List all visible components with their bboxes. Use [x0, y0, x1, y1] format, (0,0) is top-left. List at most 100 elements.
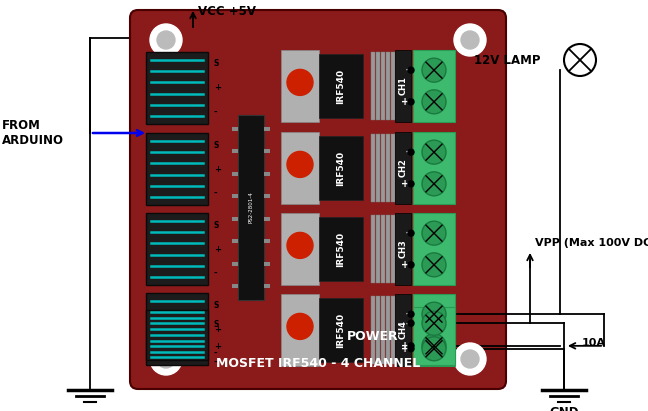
Bar — [319, 136, 363, 200]
Bar — [232, 261, 238, 266]
Circle shape — [408, 67, 414, 73]
Circle shape — [408, 311, 414, 317]
Text: +: + — [214, 245, 221, 254]
Bar — [376, 215, 380, 283]
Bar — [371, 296, 375, 364]
Bar — [281, 294, 319, 366]
Circle shape — [422, 311, 446, 335]
Text: FROM
ARDUINO: FROM ARDUINO — [2, 119, 64, 147]
Text: -: - — [214, 358, 218, 367]
Bar — [391, 296, 395, 364]
Bar — [264, 284, 270, 288]
Bar — [146, 293, 208, 365]
Text: -: - — [214, 349, 218, 358]
Text: 12V LAMP: 12V LAMP — [474, 53, 540, 67]
Bar — [391, 52, 395, 120]
Text: PS2-2801-4: PS2-2801-4 — [248, 192, 253, 223]
Bar — [319, 54, 363, 118]
Text: IRF540: IRF540 — [336, 69, 345, 104]
Bar — [371, 52, 375, 120]
Text: +: + — [401, 97, 409, 107]
Circle shape — [157, 350, 175, 368]
Bar — [413, 294, 455, 366]
Bar — [281, 213, 319, 285]
Text: +: + — [401, 341, 409, 351]
Text: CH2: CH2 — [399, 159, 408, 178]
Bar — [396, 52, 400, 120]
Circle shape — [422, 90, 446, 114]
Text: +: + — [214, 325, 221, 333]
Text: -: - — [405, 147, 409, 157]
Bar — [381, 215, 385, 283]
Circle shape — [454, 24, 486, 56]
Text: +: + — [401, 179, 409, 189]
Bar — [386, 296, 390, 364]
Bar — [386, 215, 390, 283]
Text: S: S — [214, 141, 220, 150]
Bar — [413, 307, 455, 365]
Text: S: S — [214, 319, 220, 328]
Text: IRF540: IRF540 — [336, 231, 345, 267]
Bar — [146, 310, 208, 360]
Circle shape — [422, 302, 446, 326]
Circle shape — [408, 262, 414, 268]
Circle shape — [408, 320, 414, 326]
Bar — [413, 50, 455, 122]
Text: -: - — [405, 318, 409, 328]
Bar — [264, 217, 270, 221]
Bar — [395, 50, 411, 122]
Bar — [232, 194, 238, 198]
Circle shape — [408, 343, 414, 349]
FancyBboxPatch shape — [130, 10, 506, 389]
Text: +: + — [214, 164, 221, 173]
Text: VPP (Max 100V DC): VPP (Max 100V DC) — [535, 238, 648, 248]
Circle shape — [454, 343, 486, 375]
Bar — [264, 239, 270, 243]
Circle shape — [408, 230, 414, 236]
Circle shape — [287, 232, 313, 259]
Text: S: S — [214, 220, 220, 229]
Bar — [413, 213, 455, 285]
Circle shape — [422, 221, 446, 245]
Bar — [281, 132, 319, 204]
Text: POWER: POWER — [347, 330, 399, 342]
Circle shape — [150, 24, 182, 56]
Bar — [232, 239, 238, 243]
Text: +: + — [214, 342, 221, 351]
Text: +: + — [401, 344, 409, 354]
Bar — [238, 115, 264, 300]
Circle shape — [408, 149, 414, 155]
Circle shape — [287, 69, 313, 95]
Bar — [146, 213, 208, 285]
Bar — [371, 215, 375, 283]
Circle shape — [422, 140, 446, 164]
Bar — [381, 296, 385, 364]
Circle shape — [408, 181, 414, 187]
Bar — [264, 150, 270, 153]
Bar — [281, 50, 319, 122]
Circle shape — [150, 343, 182, 375]
Circle shape — [461, 31, 479, 49]
Text: CH3: CH3 — [399, 240, 408, 259]
Bar — [264, 172, 270, 176]
Circle shape — [408, 346, 414, 352]
Bar — [395, 213, 411, 285]
Bar — [381, 52, 385, 120]
Text: -: - — [214, 108, 218, 116]
Text: IRF540: IRF540 — [336, 312, 345, 348]
Circle shape — [422, 58, 446, 82]
Text: MOSFET IRF540 - 4 CHANNEL: MOSFET IRF540 - 4 CHANNEL — [216, 356, 420, 369]
Bar — [264, 127, 270, 131]
Circle shape — [287, 151, 313, 178]
Bar — [264, 194, 270, 198]
Circle shape — [422, 337, 446, 361]
Text: -: - — [214, 189, 218, 198]
Circle shape — [422, 172, 446, 196]
Bar — [376, 52, 380, 120]
Circle shape — [157, 31, 175, 49]
Text: +: + — [214, 83, 221, 92]
Bar — [319, 217, 363, 281]
Bar — [396, 134, 400, 202]
Bar — [395, 132, 411, 204]
Bar — [395, 294, 411, 366]
